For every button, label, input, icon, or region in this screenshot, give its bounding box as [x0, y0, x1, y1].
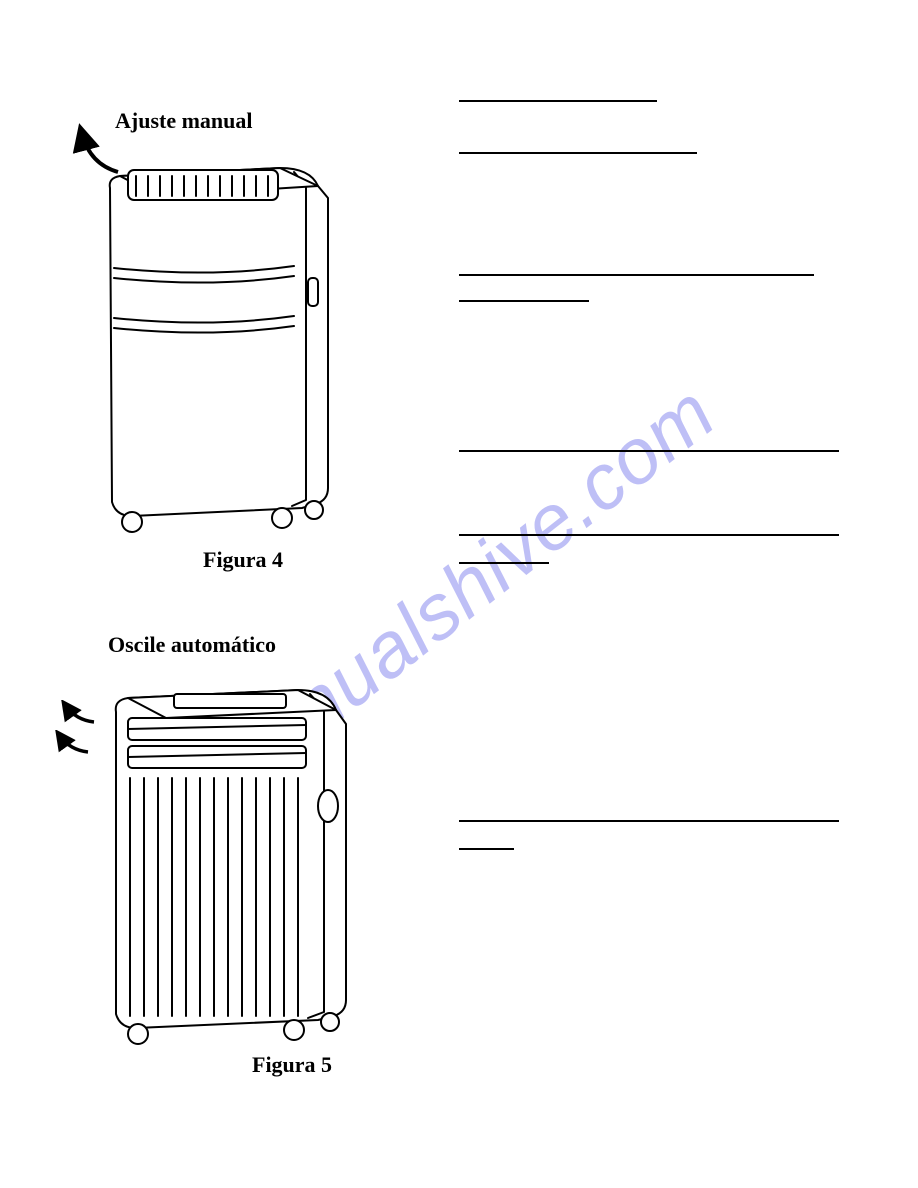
figure-5 — [70, 656, 370, 1048]
page-root: manualshive.com Ajuste manual Figura 4 O… — [0, 0, 918, 1188]
rule-8 — [459, 848, 514, 850]
arrow-manual-adjust-icon — [64, 120, 136, 192]
arrow-oscillate-bottom-icon — [50, 730, 94, 760]
rule-7 — [459, 820, 839, 822]
rule-6 — [459, 562, 549, 564]
label-oscile-auto: Oscile automático — [108, 632, 276, 658]
rule-1 — [459, 152, 697, 154]
label-figura-4: Figura 4 — [203, 547, 283, 573]
figure-4 — [70, 128, 350, 540]
label-figura-5: Figura 5 — [252, 1052, 332, 1078]
rule-5 — [459, 534, 839, 536]
rule-3 — [459, 300, 589, 302]
rule-4 — [459, 450, 839, 452]
rule-2 — [459, 274, 814, 276]
rule-0 — [459, 100, 657, 102]
arrow-oscillate-top-icon — [56, 700, 100, 730]
